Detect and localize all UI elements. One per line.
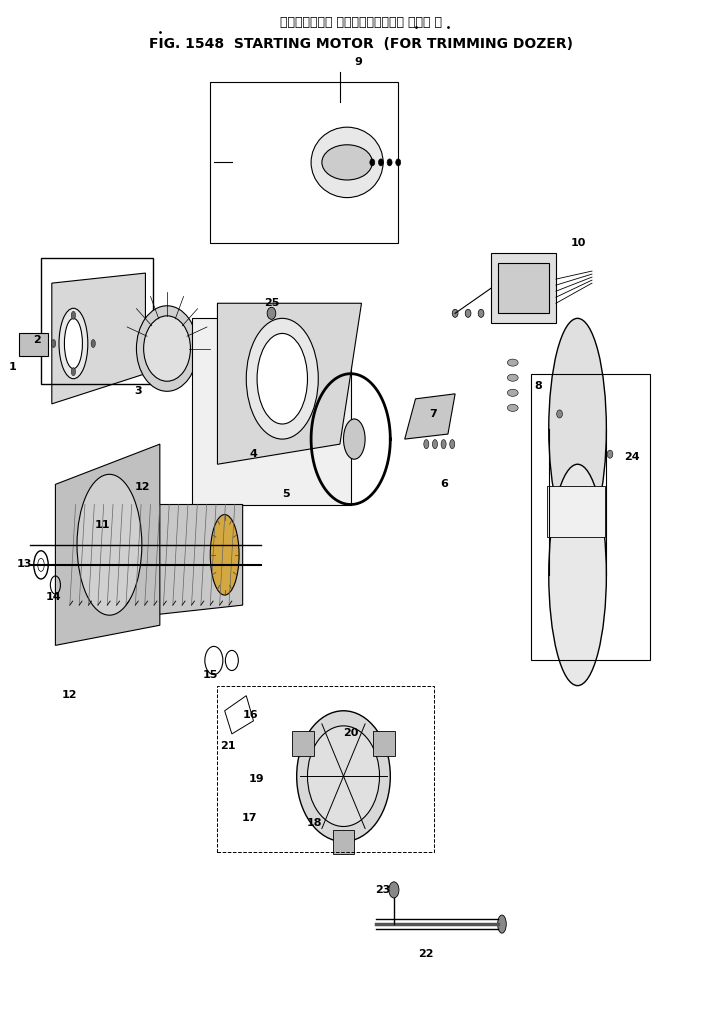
Ellipse shape: [137, 306, 197, 391]
Ellipse shape: [387, 158, 392, 165]
Text: 4: 4: [249, 449, 257, 459]
Polygon shape: [52, 273, 145, 404]
Text: 5: 5: [282, 489, 290, 499]
Ellipse shape: [549, 319, 607, 540]
Bar: [210, 82, 398, 243]
Text: スターティング モータ　トリミング ドーザ 用: スターティング モータ トリミング ドーザ 用: [281, 16, 442, 29]
Ellipse shape: [210, 515, 239, 595]
Ellipse shape: [38, 558, 44, 571]
Ellipse shape: [508, 374, 518, 381]
Ellipse shape: [378, 158, 383, 165]
Bar: [531, 373, 649, 661]
Bar: [498, 263, 549, 314]
Text: 25: 25: [264, 299, 279, 309]
Text: 6: 6: [440, 479, 448, 489]
Ellipse shape: [607, 450, 613, 458]
Bar: [20, 333, 48, 355]
Ellipse shape: [389, 882, 399, 898]
Ellipse shape: [322, 144, 372, 180]
Text: 1: 1: [9, 361, 17, 371]
Ellipse shape: [432, 440, 437, 449]
Ellipse shape: [441, 440, 446, 449]
Ellipse shape: [72, 367, 76, 375]
Text: 16: 16: [243, 709, 258, 719]
Ellipse shape: [508, 389, 518, 397]
Text: 10: 10: [570, 238, 586, 248]
Text: 12: 12: [134, 482, 150, 492]
Bar: [491, 253, 556, 323]
Text: 14: 14: [46, 592, 61, 602]
Ellipse shape: [247, 319, 318, 439]
Ellipse shape: [549, 464, 607, 686]
Text: 17: 17: [242, 813, 257, 823]
Ellipse shape: [311, 127, 383, 198]
Text: 13: 13: [17, 559, 33, 569]
Text: 12: 12: [62, 689, 77, 699]
Ellipse shape: [59, 309, 87, 378]
Bar: [292, 732, 314, 756]
Polygon shape: [405, 394, 455, 439]
Polygon shape: [59, 504, 243, 626]
Text: 19: 19: [249, 774, 265, 784]
Ellipse shape: [144, 316, 190, 381]
Text: 11: 11: [95, 520, 110, 530]
Ellipse shape: [508, 359, 518, 366]
Text: 15: 15: [202, 670, 218, 679]
Ellipse shape: [478, 310, 484, 318]
Ellipse shape: [395, 158, 401, 165]
Ellipse shape: [508, 405, 518, 412]
Ellipse shape: [343, 419, 365, 459]
Bar: [192, 319, 351, 504]
Text: 21: 21: [220, 741, 236, 751]
Text: 23: 23: [375, 885, 390, 895]
Ellipse shape: [257, 333, 307, 424]
Ellipse shape: [51, 339, 56, 347]
Bar: [218, 686, 434, 852]
Bar: [547, 486, 605, 537]
Text: FIG. 1548  STARTING MOTOR  (FOR TRIMMING DOZER): FIG. 1548 STARTING MOTOR (FOR TRIMMING D…: [150, 36, 573, 50]
Ellipse shape: [453, 310, 458, 318]
Text: 2: 2: [33, 335, 41, 345]
Ellipse shape: [91, 339, 95, 347]
Ellipse shape: [72, 312, 76, 320]
Text: 7: 7: [429, 409, 437, 419]
Ellipse shape: [296, 710, 390, 842]
Bar: [373, 732, 395, 756]
Ellipse shape: [64, 319, 82, 368]
Ellipse shape: [307, 725, 380, 826]
Ellipse shape: [268, 308, 275, 320]
Bar: [41, 258, 153, 383]
Text: 18: 18: [307, 818, 322, 828]
Bar: [333, 829, 354, 854]
Polygon shape: [218, 304, 362, 464]
Ellipse shape: [557, 410, 562, 418]
Polygon shape: [56, 444, 160, 646]
Ellipse shape: [424, 440, 429, 449]
Ellipse shape: [369, 158, 375, 165]
Ellipse shape: [497, 915, 506, 933]
Text: 8: 8: [534, 380, 542, 390]
Text: 20: 20: [343, 727, 359, 738]
Text: 24: 24: [625, 452, 640, 462]
Text: 3: 3: [134, 385, 142, 396]
Text: 22: 22: [419, 949, 434, 960]
Ellipse shape: [465, 310, 471, 318]
Ellipse shape: [77, 474, 142, 615]
Ellipse shape: [450, 440, 455, 449]
Text: 9: 9: [354, 57, 362, 67]
